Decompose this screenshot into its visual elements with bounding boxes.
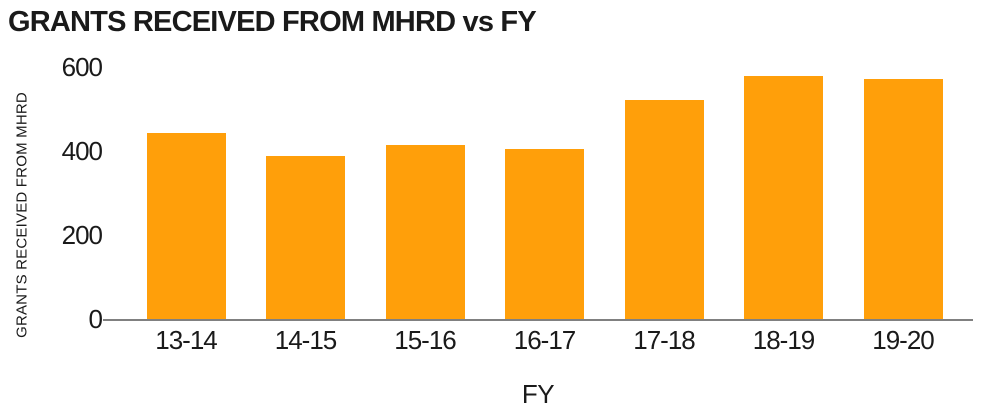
bar-13-14 bbox=[146, 133, 226, 320]
bar-14-15 bbox=[266, 156, 345, 320]
x-tick-label: 18-19 bbox=[752, 325, 815, 355]
x-tick-label: 16-17 bbox=[513, 325, 576, 355]
x-tick-label: 15-16 bbox=[394, 325, 456, 355]
y-axis-title: GRANTS RECEIVED FROM MHRD bbox=[13, 92, 31, 338]
x-tick-label: 17-18 bbox=[633, 325, 695, 355]
bar-17-18 bbox=[624, 99, 704, 320]
x-tick-label: 19-20 bbox=[872, 325, 934, 355]
x-tick-label: 13-14 bbox=[155, 325, 217, 355]
bar-18-19 bbox=[744, 76, 823, 320]
chart-title: GRANTS RECEIVED FROM MHRD vs FY bbox=[8, 6, 537, 38]
y-tick-label: 200 bbox=[61, 220, 103, 250]
bar-15-16 bbox=[385, 145, 465, 320]
bar-19-20 bbox=[863, 78, 943, 320]
y-tick-label: 400 bbox=[61, 136, 103, 166]
bar-16-17 bbox=[505, 149, 584, 320]
y-tick-label: 0 bbox=[88, 304, 103, 334]
x-axis-line bbox=[103, 319, 973, 321]
x-axis-title: FY bbox=[521, 379, 555, 409]
y-tick-label: 600 bbox=[61, 52, 103, 82]
x-tick-label: 14-15 bbox=[274, 325, 337, 355]
